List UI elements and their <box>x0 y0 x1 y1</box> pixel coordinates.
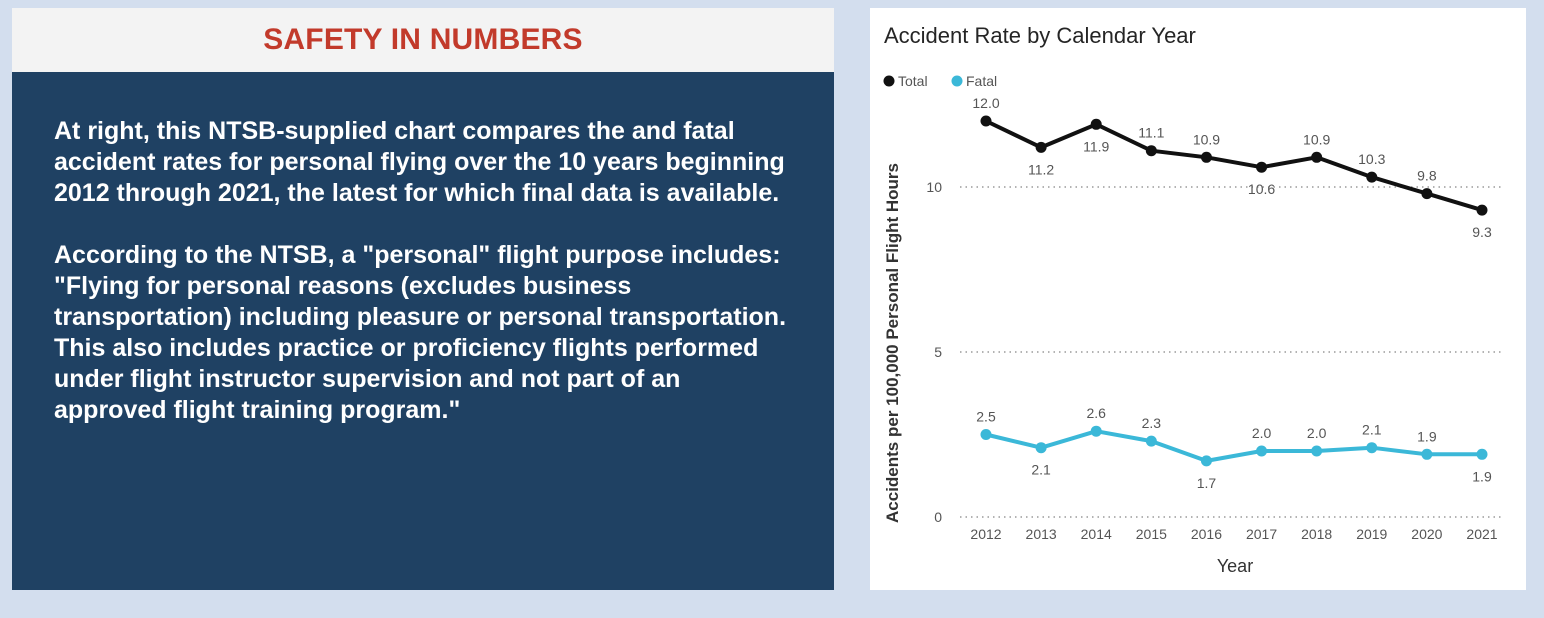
legend-fatal-label: Fatal <box>966 73 997 89</box>
data-label-fatal-2016: 1.7 <box>1197 475 1217 491</box>
x-ticks: 2012 2013 2014 2015 2016 2017 2018 2019 2020 2021 <box>970 526 1497 542</box>
info-panel-heading: SAFETY IN NUMBERS <box>263 23 583 56</box>
data-label-total-2020: 9.8 <box>1417 168 1437 184</box>
info-paragraph-1: At right, this NTSB-supplied chart compa… <box>54 117 785 207</box>
series-line-fatal <box>984 429 1484 463</box>
chart-title: Accident Rate by Calendar Year <box>884 23 1196 48</box>
info-paragraph-2: According to the NTSB, a "personal" flig… <box>54 241 787 424</box>
info-panel-body: At right, this NTSB-supplied chart compa… <box>12 72 834 590</box>
y-tick-label-5: 5 <box>934 344 942 360</box>
y-ticks: 0 5 10 <box>926 179 942 525</box>
x-tick-label-2016: 2016 <box>1191 526 1222 542</box>
point-total-2016 <box>1200 151 1212 163</box>
legend-total-label: Total <box>898 73 928 89</box>
point-fatal-2021 <box>1476 448 1488 460</box>
point-total-2013 <box>1035 141 1047 153</box>
point-total-2014 <box>1090 118 1102 130</box>
y-tick-label-0: 0 <box>934 509 942 525</box>
info-panel-header: SAFETY IN NUMBERS <box>12 8 834 72</box>
x-tick-label-2021: 2021 <box>1466 526 1497 542</box>
accident-rate-chart: Accident Rate by Calendar Year Total Fat… <box>883 23 1504 576</box>
data-label-total-2014: 11.9 <box>1083 138 1109 154</box>
info-panel: SAFETY IN NUMBERS At right, this NTSB-su… <box>12 8 834 590</box>
legend-fatal-marker <box>951 75 963 87</box>
series-line-total <box>984 119 1484 213</box>
data-label-fatal-2014: 2.6 <box>1086 405 1106 421</box>
point-fatal-2020 <box>1421 448 1433 460</box>
x-tick-label-2014: 2014 <box>1081 526 1112 542</box>
y-axis-label: Accidents per 100,000 Personal Flight Ho… <box>883 163 902 523</box>
data-label-fatal-2015: 2.3 <box>1142 415 1162 431</box>
data-label-total-2017: 10.6 <box>1248 181 1275 197</box>
data-label-total-2019: 10.3 <box>1358 151 1385 167</box>
x-tick-label-2019: 2019 <box>1356 526 1387 542</box>
data-label-fatal-2020: 1.9 <box>1417 428 1437 444</box>
data-label-fatal-2013: 2.1 <box>1031 462 1051 478</box>
data-label-fatal-2012: 2.5 <box>976 409 996 425</box>
data-label-fatal-2017: 2.0 <box>1252 425 1272 441</box>
point-total-2017 <box>1256 161 1268 173</box>
x-tick-label-2012: 2012 <box>970 526 1001 542</box>
data-label-fatal-2018: 2.0 <box>1307 425 1327 441</box>
data-label-total-2012: 12.0 <box>972 95 999 111</box>
x-tick-label-2020: 2020 <box>1411 526 1442 542</box>
point-total-2021 <box>1476 204 1488 216</box>
y-tick-label-10: 10 <box>926 179 942 195</box>
point-fatal-2014 <box>1090 425 1102 437</box>
point-total-2015 <box>1145 145 1157 157</box>
data-label-fatal-2021: 1.9 <box>1472 468 1492 484</box>
point-fatal-2018 <box>1311 445 1323 457</box>
point-fatal-2015 <box>1145 435 1157 447</box>
point-total-2019 <box>1366 171 1378 183</box>
point-fatal-2012 <box>980 429 992 440</box>
legend-total-marker <box>883 75 895 87</box>
point-total-2020 <box>1421 188 1433 200</box>
x-axis-label: Year <box>1217 556 1253 576</box>
data-label-total-2021: 9.3 <box>1472 224 1492 240</box>
data-label-total-2013: 11.2 <box>1028 161 1054 177</box>
chart-panel: Accident Rate by Calendar Year Total Fat… <box>870 8 1526 590</box>
point-fatal-2017 <box>1256 445 1268 457</box>
point-fatal-2019 <box>1366 442 1378 454</box>
x-tick-label-2015: 2015 <box>1136 526 1167 542</box>
x-tick-label-2017: 2017 <box>1246 526 1277 542</box>
data-label-total-2016: 10.9 <box>1193 131 1220 147</box>
x-tick-label-2018: 2018 <box>1301 526 1332 542</box>
x-tick-label-2013: 2013 <box>1026 526 1057 542</box>
point-fatal-2013 <box>1035 442 1047 454</box>
point-total-2012 <box>980 115 992 127</box>
data-label-total-2015: 11.1 <box>1138 125 1164 141</box>
point-total-2018 <box>1311 151 1323 163</box>
legend: Total Fatal <box>883 73 997 89</box>
data-labels: 12.0 11.2 11.9 11.1 10.9 10.6 10.9 10.3 9.8 9.3 2.… <box>972 95 1492 491</box>
point-fatal-2016 <box>1200 455 1212 467</box>
data-label-fatal-2019: 2.1 <box>1362 422 1382 438</box>
series-layer <box>980 115 1488 467</box>
data-label-total-2018: 10.9 <box>1303 131 1330 147</box>
